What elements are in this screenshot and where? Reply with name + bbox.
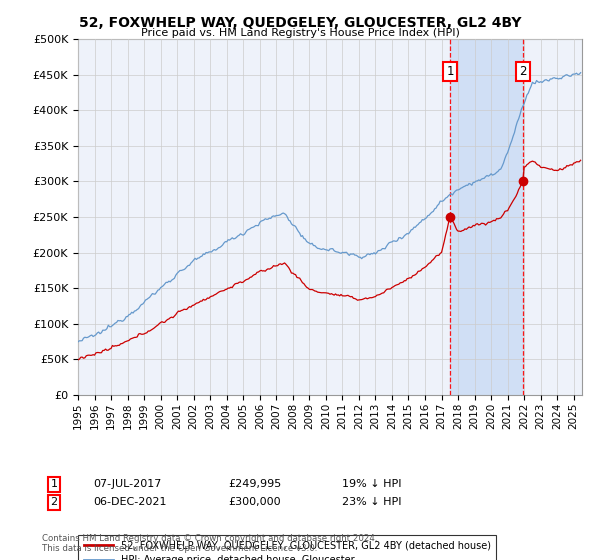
Text: 23% ↓ HPI: 23% ↓ HPI (342, 497, 401, 507)
Text: £300,000: £300,000 (228, 497, 281, 507)
Text: 1: 1 (50, 479, 58, 489)
Text: 19% ↓ HPI: 19% ↓ HPI (342, 479, 401, 489)
Text: 2: 2 (50, 497, 58, 507)
Bar (450, 39, 523, 395)
Text: 52, FOXWHELP WAY, QUEDGELEY, GLOUCESTER, GL2 4BY: 52, FOXWHELP WAY, QUEDGELEY, GLOUCESTER,… (79, 16, 521, 30)
Text: 06-DEC-2021: 06-DEC-2021 (93, 497, 167, 507)
Text: £249,995: £249,995 (228, 479, 281, 489)
Text: Price paid vs. HM Land Registry's House Price Index (HPI): Price paid vs. HM Land Registry's House … (140, 28, 460, 38)
Legend: 52, FOXWHELP WAY, QUEDGELEY, GLOUCESTER, GL2 4BY (detached house), HPI: Average : 52, FOXWHELP WAY, QUEDGELEY, GLOUCESTER,… (78, 535, 496, 560)
Text: Contains HM Land Registry data © Crown copyright and database right 2024.
This d: Contains HM Land Registry data © Crown c… (42, 534, 377, 553)
Text: 1: 1 (446, 65, 454, 78)
Text: 2: 2 (519, 65, 527, 78)
Text: 07-JUL-2017: 07-JUL-2017 (93, 479, 161, 489)
